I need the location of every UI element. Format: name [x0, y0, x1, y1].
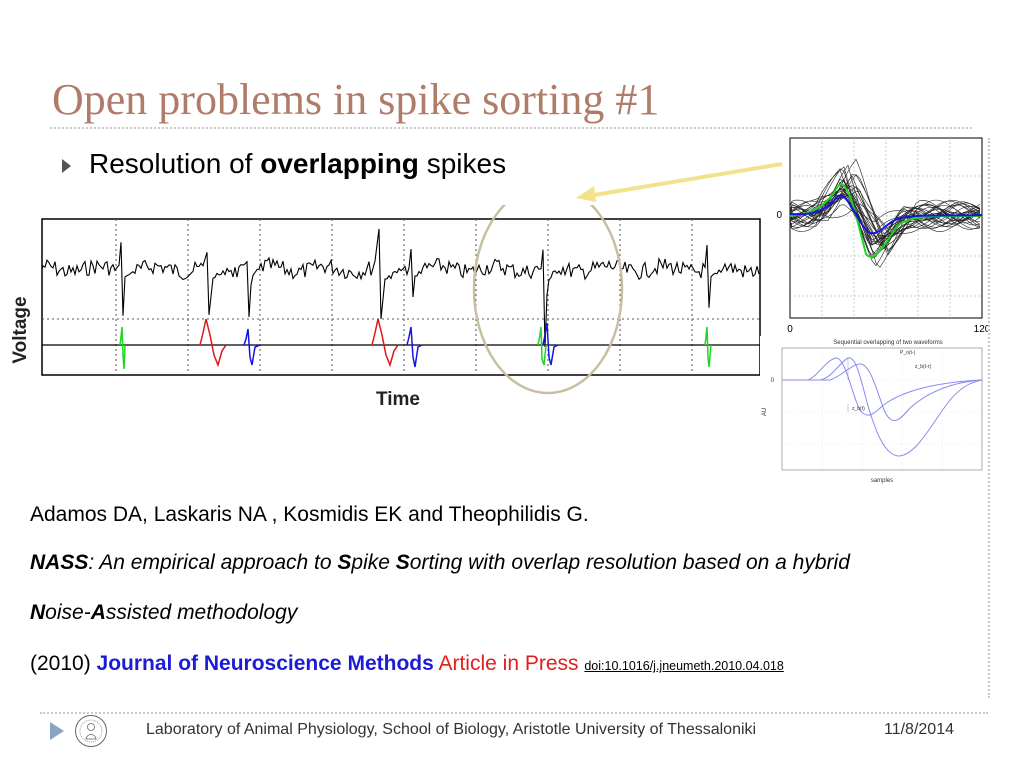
waveform-trace: [789, 164, 981, 268]
waveforms-figure: 0 0 120: [776, 137, 988, 335]
reference-title-line-2: Noise-Assisted methodology: [30, 601, 297, 625]
spike-green-3: [704, 326, 712, 368]
overlap-figure: Sequential overlapping of two waveforms …: [760, 336, 988, 488]
waveform-trace: [789, 168, 981, 259]
overlap-xlabel: samples: [871, 478, 893, 484]
overlap-label-3: z_b(t): [852, 406, 865, 412]
footer-arrow-icon: [50, 722, 64, 740]
ref-title-part-4: oise-: [45, 601, 91, 624]
waveform-trace: [789, 175, 981, 248]
bullet-prefix: Resolution of: [89, 148, 261, 179]
bullet-suffix: spikes: [418, 148, 507, 179]
overlap-ytick: 0: [771, 378, 775, 384]
overlap-label-2: z_b(t-τ): [915, 364, 932, 370]
highlight-arrow: [576, 162, 783, 202]
voltage-trace: [41, 228, 760, 348]
waveform-trace: [789, 187, 981, 245]
waveform-trace: [789, 188, 981, 246]
waveform-trace: [789, 183, 981, 243]
overlap-curve-a: [782, 363, 983, 421]
bullet-emphasis: overlapping: [260, 148, 419, 179]
waveform-bundle: [789, 158, 981, 268]
trace-xlabel: Time: [376, 389, 420, 410]
university-seal-icon: [75, 715, 107, 747]
waveform-trace: [789, 193, 981, 250]
ref-bold-s1: S: [337, 551, 352, 574]
overlap-curve-sum: [782, 357, 983, 457]
right-divider: [988, 138, 990, 698]
ref-bold-a: A: [90, 601, 106, 624]
ref-title-part-2: pike: [351, 551, 396, 574]
waveforms-xtick-1: 120: [974, 324, 988, 335]
waveform-trace: [789, 204, 981, 237]
footer-text: Laboratory of Animal Physiology, School …: [146, 721, 757, 738]
ref-journal: Journal of Neuroscience Methods: [96, 652, 434, 675]
ref-status: Article in Press: [438, 652, 579, 675]
ref-bold-nass: NASS: [30, 551, 89, 574]
overlap-title: Sequential overlapping of two waveforms: [833, 340, 942, 346]
waveform-trace: [789, 193, 981, 222]
ref-bold-s2: S: [395, 551, 410, 574]
slide-title: Open problems in spike sorting #1: [52, 75, 660, 124]
spike-red-1: [199, 318, 227, 368]
spike-green-1: [119, 326, 126, 370]
title-divider: [50, 127, 972, 129]
overlap-label-1: P_o(t-): [900, 350, 916, 356]
footer-divider: [40, 712, 988, 714]
spike-blue-3: [542, 322, 559, 366]
ref-doi-link[interactable]: doi:10.1016/j.jneumeth.2010.04.018: [584, 659, 784, 673]
ref-title-part-5: ssisted methodology: [105, 601, 298, 624]
mean-waveform-blue: [789, 194, 983, 235]
trace-ylabel: Voltage: [10, 296, 31, 363]
ref-title-part-1: : An empirical approach to: [88, 551, 338, 574]
overlap-curve-b: [782, 357, 983, 416]
trace-figure: Voltage Time: [10, 205, 761, 410]
waveforms-ytick: 0: [776, 210, 782, 221]
bullet-arrow-icon: [62, 158, 71, 173]
spike-blue-2: [406, 326, 423, 368]
arrow-head-icon: [576, 186, 596, 202]
spike-blue-1: [243, 328, 261, 366]
reference-title-line-1: NASS: An empirical approach to Spike Sor…: [30, 551, 850, 575]
highlight-ellipse: [472, 205, 624, 395]
bullet-text: Resolution of overlapping spikes: [89, 148, 506, 179]
waveform-trace: [789, 187, 981, 244]
ref-year: (2010): [30, 652, 91, 675]
reference-authors: Adamos DA, Laskaris NA , Kosmidis EK and…: [30, 503, 589, 526]
overlap-ylabel: AU: [762, 408, 768, 416]
bullet-item: Resolution of overlapping spikes: [62, 148, 506, 180]
reference-citation: (2010) Journal of Neuroscience Methods A…: [30, 652, 784, 676]
waveforms-xtick-0: 0: [787, 324, 793, 335]
spike-green-2: [537, 326, 547, 366]
ref-title-part-3: orting with overlap resolution based on …: [409, 551, 850, 574]
mean-waveform-green: [789, 183, 983, 258]
footer-date: 11/8/2014: [884, 721, 954, 738]
ref-bold-n: N: [30, 601, 46, 624]
spike-red-2: [371, 318, 399, 368]
